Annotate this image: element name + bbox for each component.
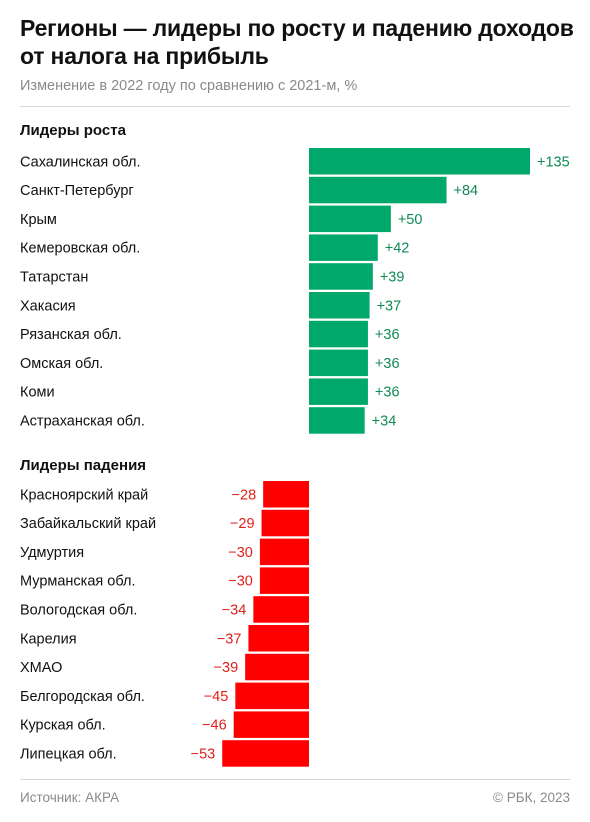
value-label: −29	[230, 516, 255, 532]
section-label-decline: Лидеры падения	[20, 457, 147, 474]
value-label: +135	[537, 154, 570, 170]
category-label: Омская обл.	[20, 356, 103, 372]
value-label: −45	[204, 689, 229, 705]
bar	[309, 407, 365, 434]
header-divider	[20, 106, 570, 107]
chart-subtitle: Изменение в 2022 году по сравнению с 202…	[20, 78, 358, 94]
category-label: Карелия	[20, 631, 77, 647]
value-label: +37	[377, 298, 402, 314]
value-label: −28	[232, 487, 257, 503]
value-label: −34	[222, 602, 247, 618]
category-label: ХМАО	[20, 660, 62, 676]
bar	[263, 481, 309, 508]
category-label: Кемеровская обл.	[20, 241, 140, 257]
value-label: +36	[375, 356, 400, 372]
bar	[309, 205, 391, 233]
value-label: +84	[454, 183, 479, 199]
bar	[245, 653, 309, 681]
category-label: Татарстан	[20, 269, 88, 285]
bar	[309, 349, 368, 377]
value-label: +36	[375, 327, 400, 343]
source-note: Источник: АКРА	[20, 790, 120, 805]
bar	[309, 176, 447, 204]
category-label: Белгородская обл.	[20, 689, 145, 705]
bar	[259, 567, 309, 594]
value-label: −53	[191, 746, 216, 762]
chart-title: Регионы — лидеры по росту и падению дохо…	[20, 15, 574, 69]
category-label: Липецкая обл.	[20, 746, 117, 762]
category-label: Вологодская обл.	[20, 602, 137, 618]
value-label: +42	[385, 241, 410, 257]
bar	[309, 234, 378, 261]
category-label: Санкт-Петербург	[20, 183, 134, 199]
value-label: −30	[228, 574, 253, 590]
category-label: Курская обл.	[20, 718, 106, 734]
category-label: Сахалинская обл.	[20, 154, 140, 170]
category-label: Удмуртия	[20, 545, 84, 561]
bar	[309, 320, 368, 348]
value-label: −39	[214, 660, 239, 676]
value-label: +34	[372, 413, 397, 429]
bar	[235, 682, 309, 710]
value-label: +50	[398, 212, 423, 228]
category-label: Красноярский край	[20, 487, 148, 503]
section-label-growth: Лидеры роста	[20, 122, 126, 139]
bar	[248, 625, 309, 652]
bar	[253, 596, 309, 623]
category-label: Мурманская обл.	[20, 574, 136, 590]
bar	[309, 378, 368, 405]
bar	[259, 538, 309, 566]
category-label: Хакасия	[20, 298, 76, 314]
category-label: Астраханская обл.	[20, 413, 145, 429]
bar	[309, 292, 370, 319]
bar	[233, 711, 309, 738]
bar	[222, 740, 309, 767]
bar	[261, 509, 309, 537]
value-label: −30	[228, 545, 253, 561]
value-label: −37	[217, 631, 242, 647]
value-label: +36	[375, 385, 400, 401]
category-label: Рязанская обл.	[20, 327, 122, 343]
category-label: Забайкальский край	[20, 516, 156, 532]
value-label: +39	[380, 269, 405, 285]
footer-divider	[20, 779, 570, 780]
bar	[309, 148, 530, 175]
bar	[309, 263, 373, 290]
category-label: Крым	[20, 212, 57, 228]
value-label: −46	[202, 718, 227, 734]
category-label: Коми	[20, 385, 55, 401]
copyright-note: © РБК, 2023	[493, 790, 570, 805]
